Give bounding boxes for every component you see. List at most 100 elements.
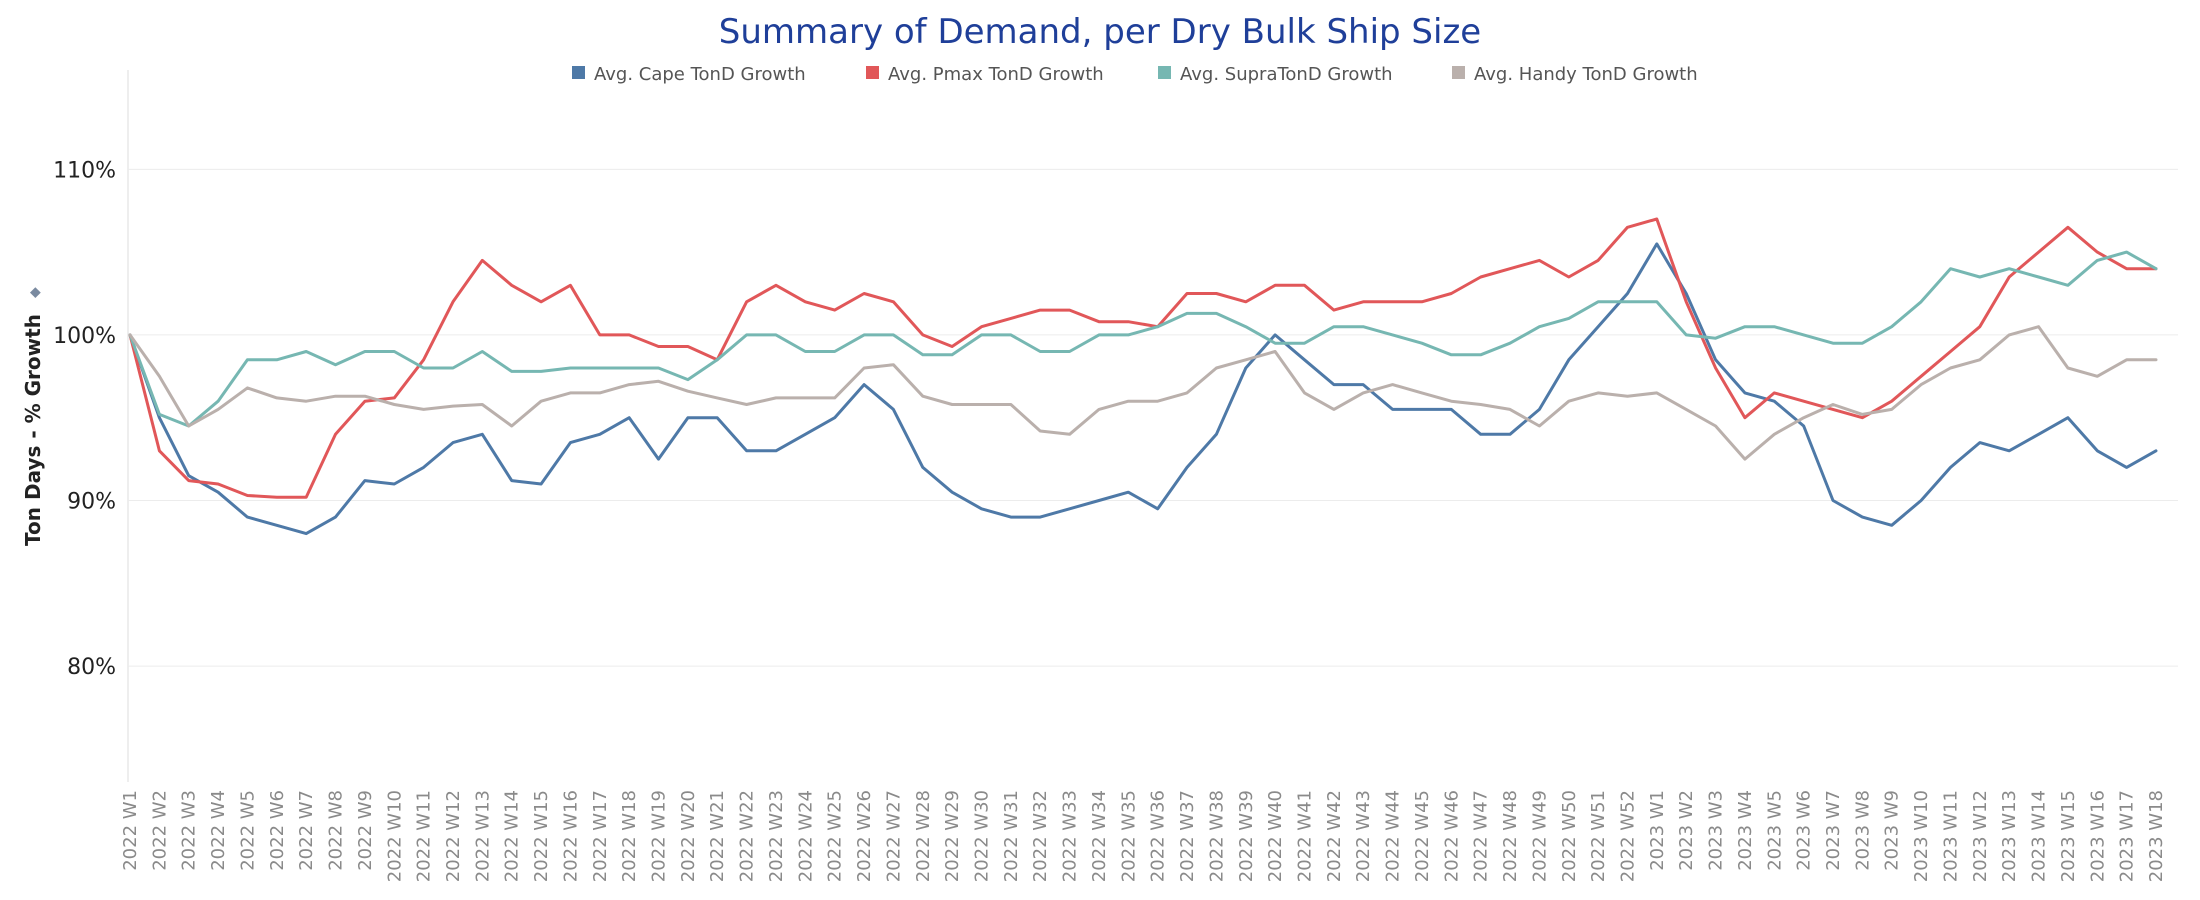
- x-tick-label: 2022 W38: [1206, 790, 1227, 882]
- x-tick: 2022 W51: [1588, 790, 1609, 882]
- x-tick: 2022 W24: [795, 790, 816, 882]
- x-tick-label: 2023 W2: [1676, 790, 1697, 871]
- x-tick: 2023 W16: [2087, 790, 2108, 882]
- x-tick: 2023 W12: [1970, 790, 1991, 882]
- x-tick: 2022 W2: [149, 790, 170, 871]
- x-tick: 2023 W10: [1911, 790, 1932, 882]
- series-line-4: [128, 325, 2158, 461]
- x-tick: 2023 W1: [1647, 790, 1668, 871]
- x-tick: 2022 W28: [913, 790, 934, 882]
- x-tick-label: 2022 W47: [1471, 790, 1492, 882]
- x-tick: 2023 W8: [1852, 790, 1873, 871]
- x-tick-label: 2022 W45: [1412, 790, 1433, 882]
- legend-label: Avg. SupraTonD Growth: [1180, 64, 1393, 85]
- x-tick: 2022 W47: [1471, 790, 1492, 882]
- y-axis-label-group: Ton Days - % Growth ◆: [21, 287, 45, 546]
- x-tick: 2022 W21: [707, 790, 728, 882]
- x-tick: 2022 W45: [1412, 790, 1433, 882]
- legend-item[interactable]: Avg. Cape TonD Growth: [572, 64, 806, 85]
- x-tick: 2022 W34: [1089, 790, 1110, 882]
- x-tick-label: 2023 W10: [1911, 790, 1932, 882]
- x-tick: 2022 W38: [1206, 790, 1227, 882]
- x-tick: 2023 W2: [1676, 790, 1697, 871]
- legend-label: Avg. Cape TonD Growth: [594, 64, 806, 85]
- x-tick-label: 2022 W49: [1529, 790, 1550, 882]
- x-tick: 2022 W46: [1441, 790, 1462, 882]
- x-tick: 2022 W10: [384, 790, 405, 882]
- x-tick: 2022 W50: [1559, 790, 1580, 882]
- x-tick-label: 2022 W2: [149, 790, 170, 871]
- x-tick: 2022 W16: [560, 790, 581, 882]
- sort-icon[interactable]: ◆: [27, 287, 43, 298]
- x-tick: 2022 W15: [531, 790, 552, 882]
- x-tick: 2022 W23: [766, 790, 787, 882]
- x-tick-label: 2022 W48: [1500, 790, 1521, 882]
- x-tick-label: 2023 W4: [1735, 790, 1756, 871]
- x-tick: 2022 W36: [1148, 790, 1169, 882]
- x-tick-label: 2022 W36: [1148, 790, 1169, 882]
- x-tick: 2022 W11: [414, 790, 435, 882]
- x-tick-label: 2023 W5: [1764, 790, 1785, 871]
- x-tick-label: 2023 W8: [1852, 790, 1873, 871]
- x-tick: 2023 W17: [2117, 790, 2138, 882]
- y-tick-label: 110%: [53, 158, 116, 183]
- legend-item[interactable]: Avg. Handy TonD Growth: [1452, 64, 1698, 85]
- x-tick-label: 2023 W6: [1794, 790, 1815, 871]
- x-tick-label: 2022 W27: [883, 790, 904, 882]
- x-tick-label: 2023 W13: [1999, 790, 2020, 882]
- x-tick: 2022 W27: [883, 790, 904, 882]
- y-tick-label: 100%: [53, 324, 116, 349]
- x-tick-label: 2022 W15: [531, 790, 552, 882]
- x-tick-label: 2022 W50: [1559, 790, 1580, 882]
- x-tick: 2022 W26: [854, 790, 875, 882]
- x-tick: 2022 W31: [1001, 790, 1022, 882]
- x-tick: 2022 W7: [296, 790, 317, 871]
- x-tick-label: 2022 W35: [1118, 790, 1139, 882]
- legend-item[interactable]: Avg. SupraTonD Growth: [1158, 64, 1393, 85]
- x-tick-label: 2023 W14: [2029, 790, 2050, 882]
- legend-swatch: [866, 66, 879, 79]
- legend-swatch: [1452, 66, 1465, 79]
- x-tick-label: 2022 W9: [355, 790, 376, 871]
- legend-label: Avg. Pmax TonD Growth: [888, 64, 1104, 85]
- x-tick-label: 2022 W26: [854, 790, 875, 882]
- legend-label: Avg. Handy TonD Growth: [1474, 64, 1698, 85]
- x-tick: 2022 W32: [1030, 790, 1051, 882]
- x-tick-label: 2022 W43: [1353, 790, 1374, 882]
- x-tick: 2022 W8: [326, 790, 347, 871]
- x-tick: 2023 W18: [2146, 790, 2167, 882]
- y-tick-label: 80%: [67, 655, 116, 680]
- x-tick-label: 2022 W3: [179, 790, 200, 871]
- x-tick-label: 2022 W18: [619, 790, 640, 882]
- x-tick: 2022 W29: [942, 790, 963, 882]
- x-tick-label: 2023 W15: [2058, 790, 2079, 882]
- x-tick-label: 2022 W34: [1089, 790, 1110, 882]
- x-tick-label: 2022 W7: [296, 790, 317, 871]
- x-tick-label: 2023 W11: [1940, 790, 1961, 882]
- x-tick: 2022 W5: [237, 790, 258, 871]
- legend: Avg. Cape TonD Growth Avg. Pmax TonD Grow…: [572, 64, 1698, 85]
- x-tick: 2022 W48: [1500, 790, 1521, 882]
- legend-item[interactable]: Avg. Pmax TonD Growth: [866, 64, 1104, 85]
- x-tick: 2022 W13: [472, 790, 493, 882]
- x-tick: 2022 W4: [208, 790, 229, 871]
- x-tick: 2022 W17: [590, 790, 611, 882]
- x-tick: 2022 W37: [1177, 790, 1198, 882]
- x-tick-label: 2023 W12: [1970, 790, 1991, 882]
- x-tick-label: 2022 W51: [1588, 790, 1609, 882]
- x-tick: 2023 W6: [1794, 790, 1815, 871]
- x-tick-label: 2022 W39: [1236, 790, 1257, 882]
- x-axis-ticks: 2022 W1 2022 W2 2022 W3 2022 W4 2022 W5 2022 …: [120, 790, 2167, 882]
- x-tick-label: 2023 W16: [2087, 790, 2108, 882]
- x-tick-label: 2022 W52: [1617, 790, 1638, 882]
- x-tick-label: 2022 W31: [1001, 790, 1022, 882]
- x-tick: 2022 W35: [1118, 790, 1139, 882]
- x-tick: 2022 W43: [1353, 790, 1374, 882]
- x-tick: 2023 W4: [1735, 790, 1756, 871]
- x-tick: 2022 W20: [678, 790, 699, 882]
- x-tick: 2022 W25: [825, 790, 846, 882]
- x-tick-label: 2023 W1: [1647, 790, 1668, 871]
- x-tick-label: 2022 W19: [649, 790, 670, 882]
- x-tick-label: 2022 W6: [267, 790, 288, 871]
- x-tick-label: 2022 W10: [384, 790, 405, 882]
